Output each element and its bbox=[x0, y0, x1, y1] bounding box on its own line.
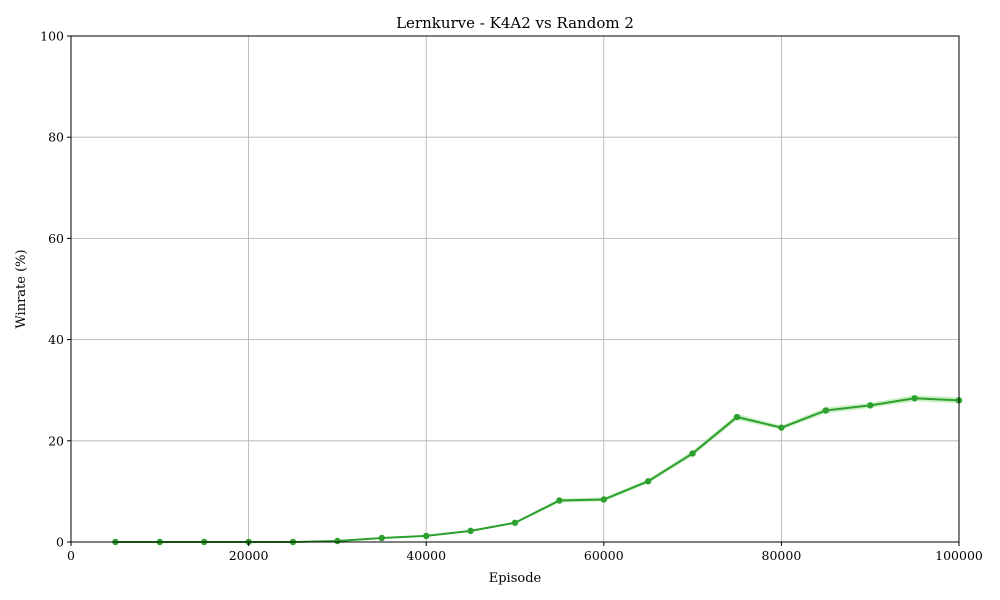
x-tick-label: 60000 bbox=[584, 548, 624, 563]
y-tick-label: 100 bbox=[40, 29, 64, 44]
series-layer bbox=[112, 395, 963, 546]
data-point bbox=[556, 497, 563, 504]
data-point bbox=[511, 519, 519, 526]
data-point bbox=[600, 496, 607, 503]
chart-title: Lernkurve - K4A2 vs Random 2 bbox=[396, 14, 634, 32]
data-point bbox=[822, 407, 829, 414]
x-axis-label: Episode bbox=[489, 571, 542, 586]
data-point bbox=[867, 402, 874, 409]
grid bbox=[70, 35, 960, 543]
data-point bbox=[911, 395, 918, 402]
data-point bbox=[733, 413, 741, 421]
axis-ticks: 0 20000 40000 60000 80000 100000 0 20 40 60 80 100 bbox=[40, 29, 983, 564]
series-band-0 bbox=[115, 395, 959, 542]
x-tick-label: 40000 bbox=[406, 548, 446, 563]
data-point bbox=[378, 534, 385, 542]
plot-frame bbox=[70, 35, 960, 543]
data-point bbox=[423, 532, 430, 540]
data-point bbox=[778, 424, 785, 431]
confidence-band bbox=[115, 395, 959, 542]
data-point bbox=[645, 478, 652, 485]
data-point bbox=[467, 527, 474, 535]
data-point bbox=[689, 450, 696, 457]
y-tick-label: 40 bbox=[48, 332, 64, 347]
series-line-0 bbox=[115, 397, 960, 543]
y-tick-label: 0 bbox=[56, 535, 64, 550]
y-tick-label: 20 bbox=[48, 433, 64, 448]
x-tick-label: 100000 bbox=[935, 548, 983, 563]
x-tick-label: 0 bbox=[67, 548, 75, 563]
x-tick-label: 20000 bbox=[229, 548, 269, 563]
x-tick-label: 80000 bbox=[762, 548, 802, 563]
y-tick-label: 60 bbox=[48, 231, 64, 246]
y-axis-label: Winrate (%) bbox=[14, 249, 29, 328]
y-tick-label: 80 bbox=[48, 130, 64, 145]
data-point bbox=[334, 537, 341, 545]
